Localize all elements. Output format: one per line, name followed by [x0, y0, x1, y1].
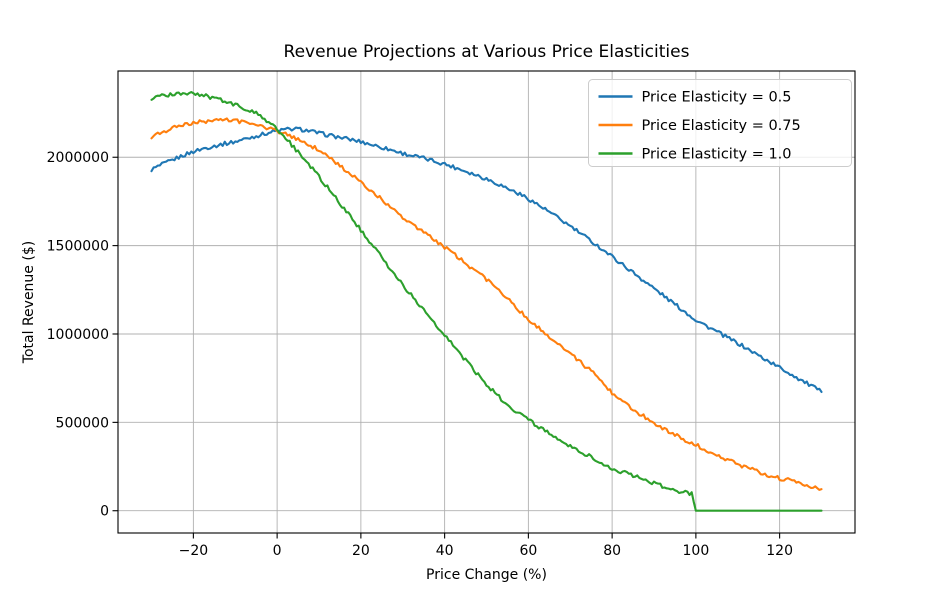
legend-label: Price Elasticity = 0.5	[642, 90, 792, 106]
x-tick-label: 80	[603, 543, 621, 559]
x-tick-label: 120	[766, 543, 793, 559]
y-tick-label: 500000	[56, 415, 109, 431]
axis-tick-labels: −20 0 20 40 60 80 100 120 0 500000 1000000 1500000 2…	[47, 150, 793, 559]
y-tick-label: 1500000	[47, 239, 109, 255]
x-tick-label: 0	[273, 543, 282, 559]
legend: Price Elasticity = 0.5 Price Elasticity =…	[588, 79, 852, 167]
axis-ticks	[112, 156, 781, 539]
x-tick-label: 20	[352, 543, 370, 559]
series-lines	[150, 91, 823, 512]
legend-box	[588, 79, 852, 167]
x-tick-label: 40	[436, 543, 454, 559]
x-tick-label: 60	[519, 543, 537, 559]
series-line-price-elasticity-1.0	[150, 91, 823, 512]
y-axis-label: Total Revenue ($)	[21, 241, 37, 364]
legend-label: Price Elasticity = 0.75	[642, 118, 801, 134]
y-tick-label: 2000000	[47, 150, 109, 166]
y-tick-label: 1000000	[47, 327, 109, 343]
plot-frame	[117, 70, 856, 534]
x-axis-label: Price Change (%)	[426, 567, 547, 583]
y-tick-label: 0	[100, 504, 109, 520]
x-tick-label: −20	[179, 543, 209, 559]
series-line-price-elasticity-0.5	[150, 126, 823, 394]
legend-label: Price Elasticity = 1.0	[642, 147, 792, 163]
chart-title: Revenue Projections at Various Price Ela…	[284, 42, 690, 62]
series-line-price-elasticity-0.75	[150, 117, 823, 491]
x-tick-label: 100	[683, 543, 710, 559]
